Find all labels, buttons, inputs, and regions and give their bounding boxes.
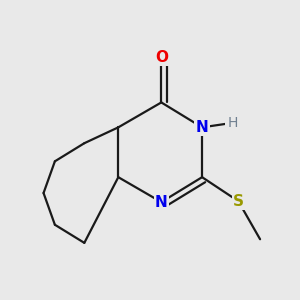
Text: S: S [233, 194, 244, 209]
Text: O: O [155, 50, 168, 64]
Text: H: H [228, 116, 238, 130]
Text: H: H [226, 115, 239, 130]
Text: N: N [196, 120, 208, 135]
Text: N: N [155, 195, 168, 210]
